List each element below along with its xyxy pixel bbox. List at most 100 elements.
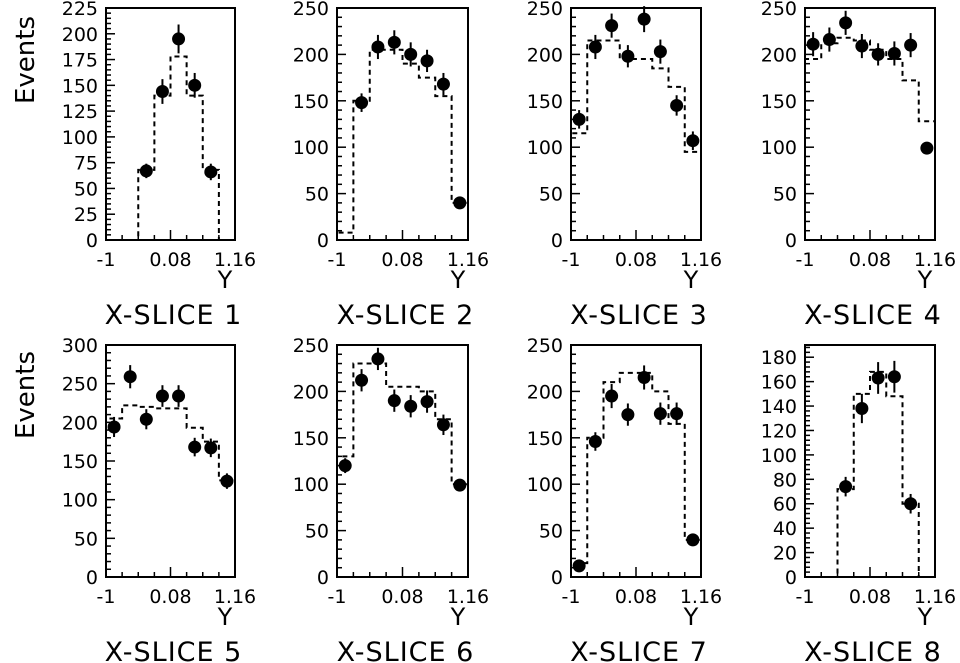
panel-6-data-point: [355, 373, 369, 387]
panel-8-x-tick-label: -1: [796, 586, 815, 608]
panel-6-y-tick-label: 150: [293, 428, 329, 450]
panel-4-data-point: [855, 39, 869, 53]
panel-8-data-point: [855, 401, 869, 415]
panel-2-data-point: [404, 47, 418, 61]
panel-7: 0 50 100 150 200 250 -1 0.08 1.16Y X-SLICE 7: [527, 335, 722, 663]
panel-4-data-point: [839, 16, 853, 30]
panel-7-data-point: [637, 370, 651, 384]
panel-6-y-tick-label: 50: [305, 521, 329, 543]
panel-8-y-tick-label: 80: [773, 469, 797, 491]
panel-3-x-tick-label: -1: [562, 249, 581, 271]
panel-1-y-tick-label: 25: [74, 204, 98, 226]
panel-8-y-tick-label: 120: [761, 420, 797, 442]
panel-7-y-tick-label: 250: [527, 335, 563, 357]
panel-7-frame: [570, 344, 702, 578]
panel-1-y-tick-label: 225: [62, 0, 98, 20]
panel-5-data-point: [107, 420, 121, 434]
panel-6-x-axis-label: Y: [450, 603, 466, 631]
panel-4-y-tick-label: 200: [761, 44, 797, 66]
panel-2-y-tick-label: 50: [305, 184, 329, 206]
panel-2-frame: [336, 7, 469, 241]
panel-1-y-tick-label: 100: [62, 127, 98, 149]
panel-1-x-tick-label: 1.16: [214, 249, 256, 271]
panel-8-y-tick-label: 180: [761, 347, 797, 369]
y-axis-title-row-1: Events: [11, 16, 41, 104]
panel-7-y-tick-label: 100: [527, 474, 563, 496]
panel-2-histogram: [336, 48, 469, 240]
panel-4-data-point: [822, 33, 836, 47]
panel-1-x-tick-label: 0.08: [149, 249, 191, 271]
panel-2-x-tick-label: -1: [328, 249, 347, 271]
panel-4-y-tick-label: 100: [761, 137, 797, 159]
panel-4-x-tick-label: -1: [796, 249, 815, 271]
panel-1-frame: [105, 7, 236, 241]
panel-1-y-tick-label: 175: [62, 50, 98, 72]
panel-6-histogram: [336, 362, 469, 577]
panel-8-y-tick-label: 100: [761, 445, 797, 467]
panel-6-y-tick-label: 0: [317, 567, 329, 589]
panel-8-y-tick-label: 40: [773, 518, 797, 540]
panel-5: 0 50 100 150 200 250 300 -1 0.08 1.16Y X-SLICE 5: [62, 335, 256, 663]
panel-8-title: X-SLICE 8: [804, 637, 942, 663]
panel-6-y-tick-label: 200: [293, 381, 329, 403]
panel-5-y-tick-label: 100: [62, 490, 98, 512]
panel-7-histogram: [570, 371, 702, 577]
panel-5-title: X-SLICE 5: [105, 637, 243, 663]
panel-2-x-tick-label: 1.16: [447, 249, 489, 271]
panel-7-data-point: [605, 389, 619, 403]
panel-8-histogram: [805, 370, 935, 578]
panel-8-data-point: [871, 371, 885, 385]
panel-3-y-tick-label: 100: [527, 137, 563, 159]
panel-6-data-point: [371, 352, 385, 366]
panel-3-x-tick-label: 1.16: [680, 249, 722, 271]
panel-6-data-point: [420, 395, 434, 409]
panel-3-x-axis-label: Y: [683, 266, 699, 294]
panel-6-x-tick-label: 1.16: [447, 586, 489, 608]
panel-5-y-tick-label: 200: [62, 412, 98, 434]
panel-1-y-tick-label: 75: [74, 153, 98, 175]
panel-1-y-tick-label: 150: [62, 75, 98, 97]
panel-6-title: X-SLICE 6: [337, 637, 475, 663]
panel-5-data-point: [172, 389, 186, 403]
panel-3-y-tick-label: 200: [527, 44, 563, 66]
panel-2-data-point: [387, 35, 401, 49]
panel-3-data-point: [605, 19, 619, 33]
panel-8-x-tick-label: 0.08: [849, 586, 891, 608]
panel-2-y-tick-label: 100: [293, 137, 329, 159]
panel-7-y-tick-label: 150: [527, 428, 563, 450]
panel-3: 0 50 100 150 200 250 -1 0.08 1.16Y X-SLICE 3: [527, 0, 722, 331]
panel-4-x-axis-label: Y: [917, 266, 933, 294]
panel-1-data-point: [155, 85, 169, 99]
panel-5-x-tick-label: 1.16: [214, 586, 256, 608]
panel-5-y-tick-label: 150: [62, 451, 98, 473]
panel-3-data-point: [621, 49, 635, 63]
panel-8-data-point: [839, 480, 853, 494]
panel-5-data-point: [204, 441, 218, 455]
panel-5-data-point: [220, 474, 234, 488]
panel-8-y-tick-label: 140: [761, 396, 797, 418]
panel-6-y-tick-label: 250: [293, 335, 329, 357]
panel-4-x-tick-label: 1.16: [914, 249, 956, 271]
panel-3-data-point: [588, 40, 602, 54]
panel-6-data-point: [436, 418, 450, 432]
panel-5-x-tick-label: -1: [97, 586, 116, 608]
panel-1-title: X-SLICE 1: [105, 300, 243, 331]
panel-7-data-point: [670, 407, 684, 421]
panel-2-y-tick-label: 250: [293, 0, 329, 20]
panel-8-y-tick-label: 60: [773, 494, 797, 516]
panel-5-data-point: [155, 389, 169, 403]
panel-3-data-point: [572, 112, 586, 126]
panel-4-y-tick-label: 0: [785, 230, 797, 252]
panel-5-y-tick-label: 0: [86, 567, 98, 589]
panel-6-y-tick-label: 100: [293, 474, 329, 496]
panel-4-title: X-SLICE 4: [804, 300, 942, 331]
panel-5-x-tick-label: 0.08: [149, 586, 191, 608]
panel-3-data-point: [670, 98, 684, 112]
panel-1-data-point: [188, 78, 202, 92]
panel-4-y-tick-label: 150: [761, 91, 797, 113]
panel-2: 0 50 100 150 200 250 -1 0.08 1.16Y X-SLICE 2: [293, 0, 489, 331]
panel-6-x-tick-label: -1: [328, 586, 347, 608]
panel-1-y-tick-label: 200: [62, 24, 98, 46]
panel-4-data-point: [887, 46, 901, 60]
